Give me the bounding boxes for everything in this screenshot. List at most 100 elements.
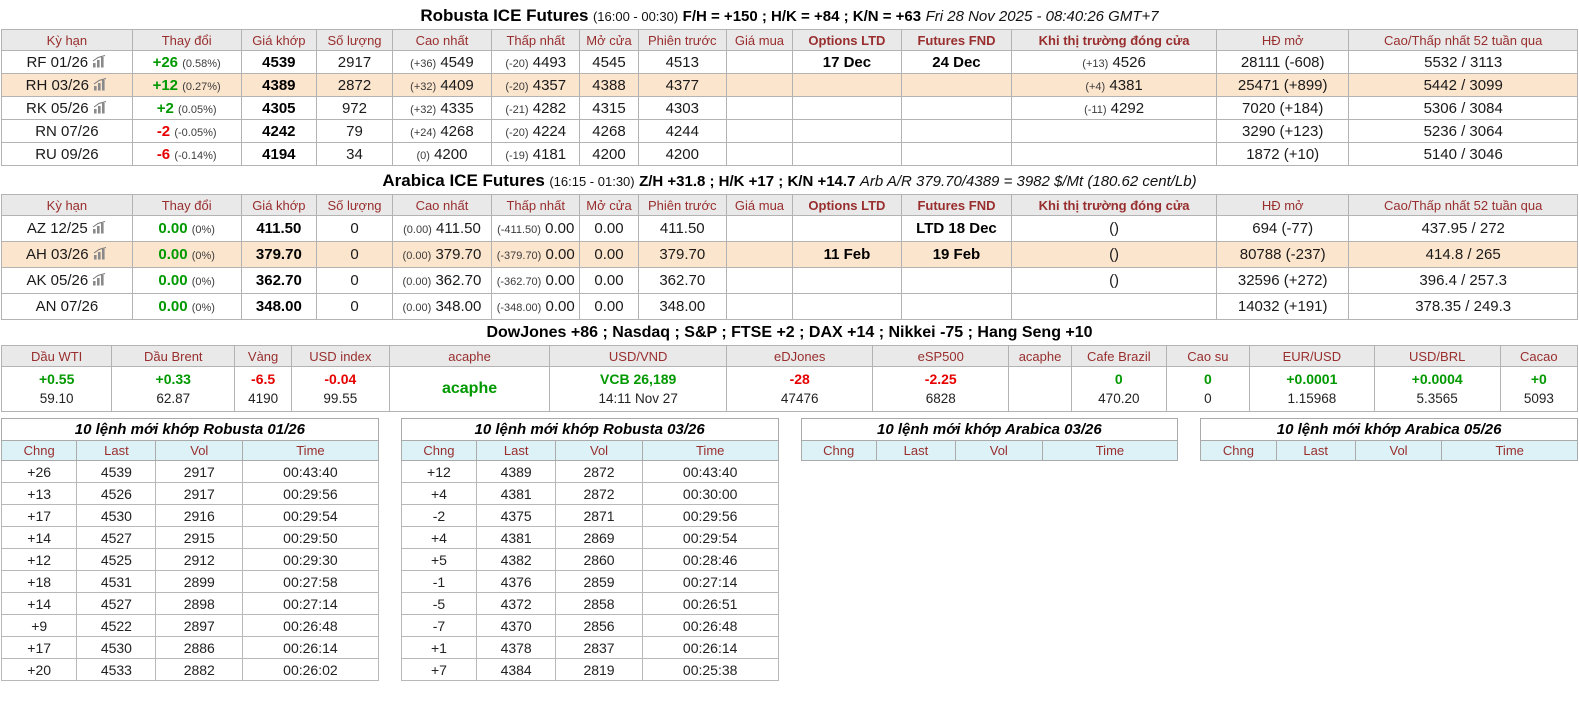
range-52-week-cell: 396.4 / 257.3 xyxy=(1348,267,1578,294)
delta-value: (-362.70) xyxy=(496,276,542,288)
robusta-title-line: Robusta ICE Futures (16:00 - 00:30) F/H … xyxy=(1,1,1578,29)
previous-session-cell: 4200 xyxy=(637,142,727,166)
contract-cell: AZ 12/25 xyxy=(1,215,133,242)
trade-row: -7 4370 2856 00:26:48 xyxy=(400,614,779,637)
column-header: Mở cửa xyxy=(579,29,639,51)
high-cell: (0) 4200 xyxy=(391,142,493,166)
trade-cell: +13 xyxy=(0,482,78,505)
trade-cell: 00:30:00 xyxy=(641,482,779,505)
column-header: HĐ mở xyxy=(1215,194,1350,216)
trade-cell: 4533 xyxy=(76,658,157,681)
previous-session-cell: 4377 xyxy=(637,73,727,97)
open-interest-cell: 32596 (+272) xyxy=(1215,267,1350,294)
delta-value: (+24) xyxy=(410,126,437,139)
high-cell: (0.00) 362.70 xyxy=(391,267,493,294)
world-indices-summary: DowJones +86 ; Nasdaq ; S&P ; FTSE +2 ; … xyxy=(486,324,1093,341)
options-ltd-cell xyxy=(792,142,902,166)
column-header: Kỳ hạn xyxy=(1,194,133,216)
delta-value: (-348.00) xyxy=(496,302,542,314)
low-cell: (-20) 4357 xyxy=(491,73,581,97)
arabica-header-row: Kỳ hạn Thay đổi Giá khớp Số lượng Cao nhất Th… xyxy=(1,194,1578,216)
delta-value: (0.00) xyxy=(402,302,432,314)
trade-row: +12 4389 2872 00:43:40 xyxy=(400,460,779,483)
futures-row: AH 03/26 0.00 (0%) 379.70 0 (0.00) 379.70 (-… xyxy=(1,241,1578,268)
indicator-value: 99.55 xyxy=(323,391,358,406)
last-price: 4389 xyxy=(262,76,296,94)
range-52-week-cell: 5532 / 3113 xyxy=(1348,50,1578,74)
change-value: 0.00 xyxy=(158,220,188,237)
trade-cell: 4376 xyxy=(476,570,557,593)
range-52-week-cell: 378.35 / 249.3 xyxy=(1348,293,1578,320)
trade-cell: 4527 xyxy=(76,592,157,615)
chart-icon[interactable] xyxy=(93,100,108,117)
options-ltd-cell xyxy=(792,267,902,294)
indicator-change: 0 xyxy=(1114,371,1123,387)
chart-icon[interactable] xyxy=(92,220,107,237)
options-ltd-cell xyxy=(792,73,902,97)
change-percent: (0%) xyxy=(191,302,215,314)
indicator-value: 14:11 Nov 27 xyxy=(598,391,678,406)
last-price-cell: 4389 xyxy=(240,73,318,97)
column-header: Thấp nhất xyxy=(491,29,581,51)
bid-price-cell xyxy=(725,142,794,166)
bid-price-cell xyxy=(725,50,794,74)
robusta-spreads: F/H = +150 ; H/K = +84 ; K/N = +63 xyxy=(682,8,922,25)
change-value: 0.00 xyxy=(158,272,188,289)
last-price: 379.70 xyxy=(255,246,302,263)
trade-cell: +26 xyxy=(0,460,78,483)
options-ltd-cell xyxy=(792,293,902,320)
trade-cell: +5 xyxy=(400,548,478,571)
volume-cell: 34 xyxy=(316,142,393,166)
column-header: Futures FND xyxy=(900,29,1013,51)
chart-icon[interactable] xyxy=(93,246,108,263)
change-value: 0.00 xyxy=(158,246,188,263)
trade-cell: 00:29:30 xyxy=(242,548,379,571)
delta-value: (0) xyxy=(416,149,430,162)
contract-cell: RU 09/26 xyxy=(1,142,133,166)
trade-cell: 4372 xyxy=(476,592,557,615)
change-value: +12 xyxy=(152,76,179,94)
change-cell: +2 (0.05%) xyxy=(131,96,242,120)
column-header: Options LTD xyxy=(792,194,902,216)
volume-cell: 0 xyxy=(316,241,393,268)
trade-cell: +7 xyxy=(400,658,478,681)
indicator-header: Cao su xyxy=(1165,345,1251,367)
indicator-value: 62.87 xyxy=(156,391,191,406)
high-cell: (0.00) 379.70 xyxy=(391,241,493,268)
column-header: Cao nhất xyxy=(391,29,493,51)
change-cell: 0.00 (0%) xyxy=(131,293,242,320)
trade-cell: 2856 xyxy=(555,614,643,637)
trade-cell: -2 xyxy=(400,504,478,527)
open-cell: 4200 xyxy=(579,142,639,166)
futures-row: RH 03/26 +12 (0.27%) 4389 2872 (+32) 4409 (-… xyxy=(1,73,1578,97)
trade-cell: +4 xyxy=(400,482,478,505)
column-header: Time xyxy=(641,440,779,461)
column-header: Vol xyxy=(954,440,1043,461)
volume-cell: 0 xyxy=(316,215,393,242)
indicator-header: eDJones xyxy=(725,345,874,367)
trade-cell: +14 xyxy=(0,526,78,549)
column-header: Vol xyxy=(155,440,244,461)
trade-row: +14 4527 2915 00:29:50 xyxy=(0,526,379,549)
indicator-value: 5093 xyxy=(1523,391,1554,406)
market-close-cell xyxy=(1011,142,1217,166)
column-header: Last xyxy=(476,440,557,461)
change-percent: (0.58%) xyxy=(182,57,221,70)
delta-value: (-20) xyxy=(505,80,529,93)
trade-cell: 00:43:40 xyxy=(242,460,379,483)
chart-icon[interactable] xyxy=(92,272,107,289)
trade-cell: +20 xyxy=(0,658,78,681)
low-cell: (-379.70) 0.00 xyxy=(491,241,581,268)
column-header: Mở cửa xyxy=(579,194,639,216)
volume-cell: 0 xyxy=(316,293,393,320)
column-header: Giá khớp xyxy=(240,29,318,51)
trade-cell: +17 xyxy=(0,636,78,659)
chart-icon[interactable] xyxy=(92,54,107,71)
options-ltd-cell xyxy=(792,96,902,120)
indicator-header: Cacao xyxy=(1499,345,1579,367)
chart-icon[interactable] xyxy=(93,77,108,94)
column-header: Số lượng xyxy=(316,29,393,51)
contract-cell: RK 05/26 xyxy=(1,96,133,120)
change-percent: (0%) xyxy=(191,224,215,236)
open-interest-cell: 28111 (-608) xyxy=(1215,50,1350,74)
